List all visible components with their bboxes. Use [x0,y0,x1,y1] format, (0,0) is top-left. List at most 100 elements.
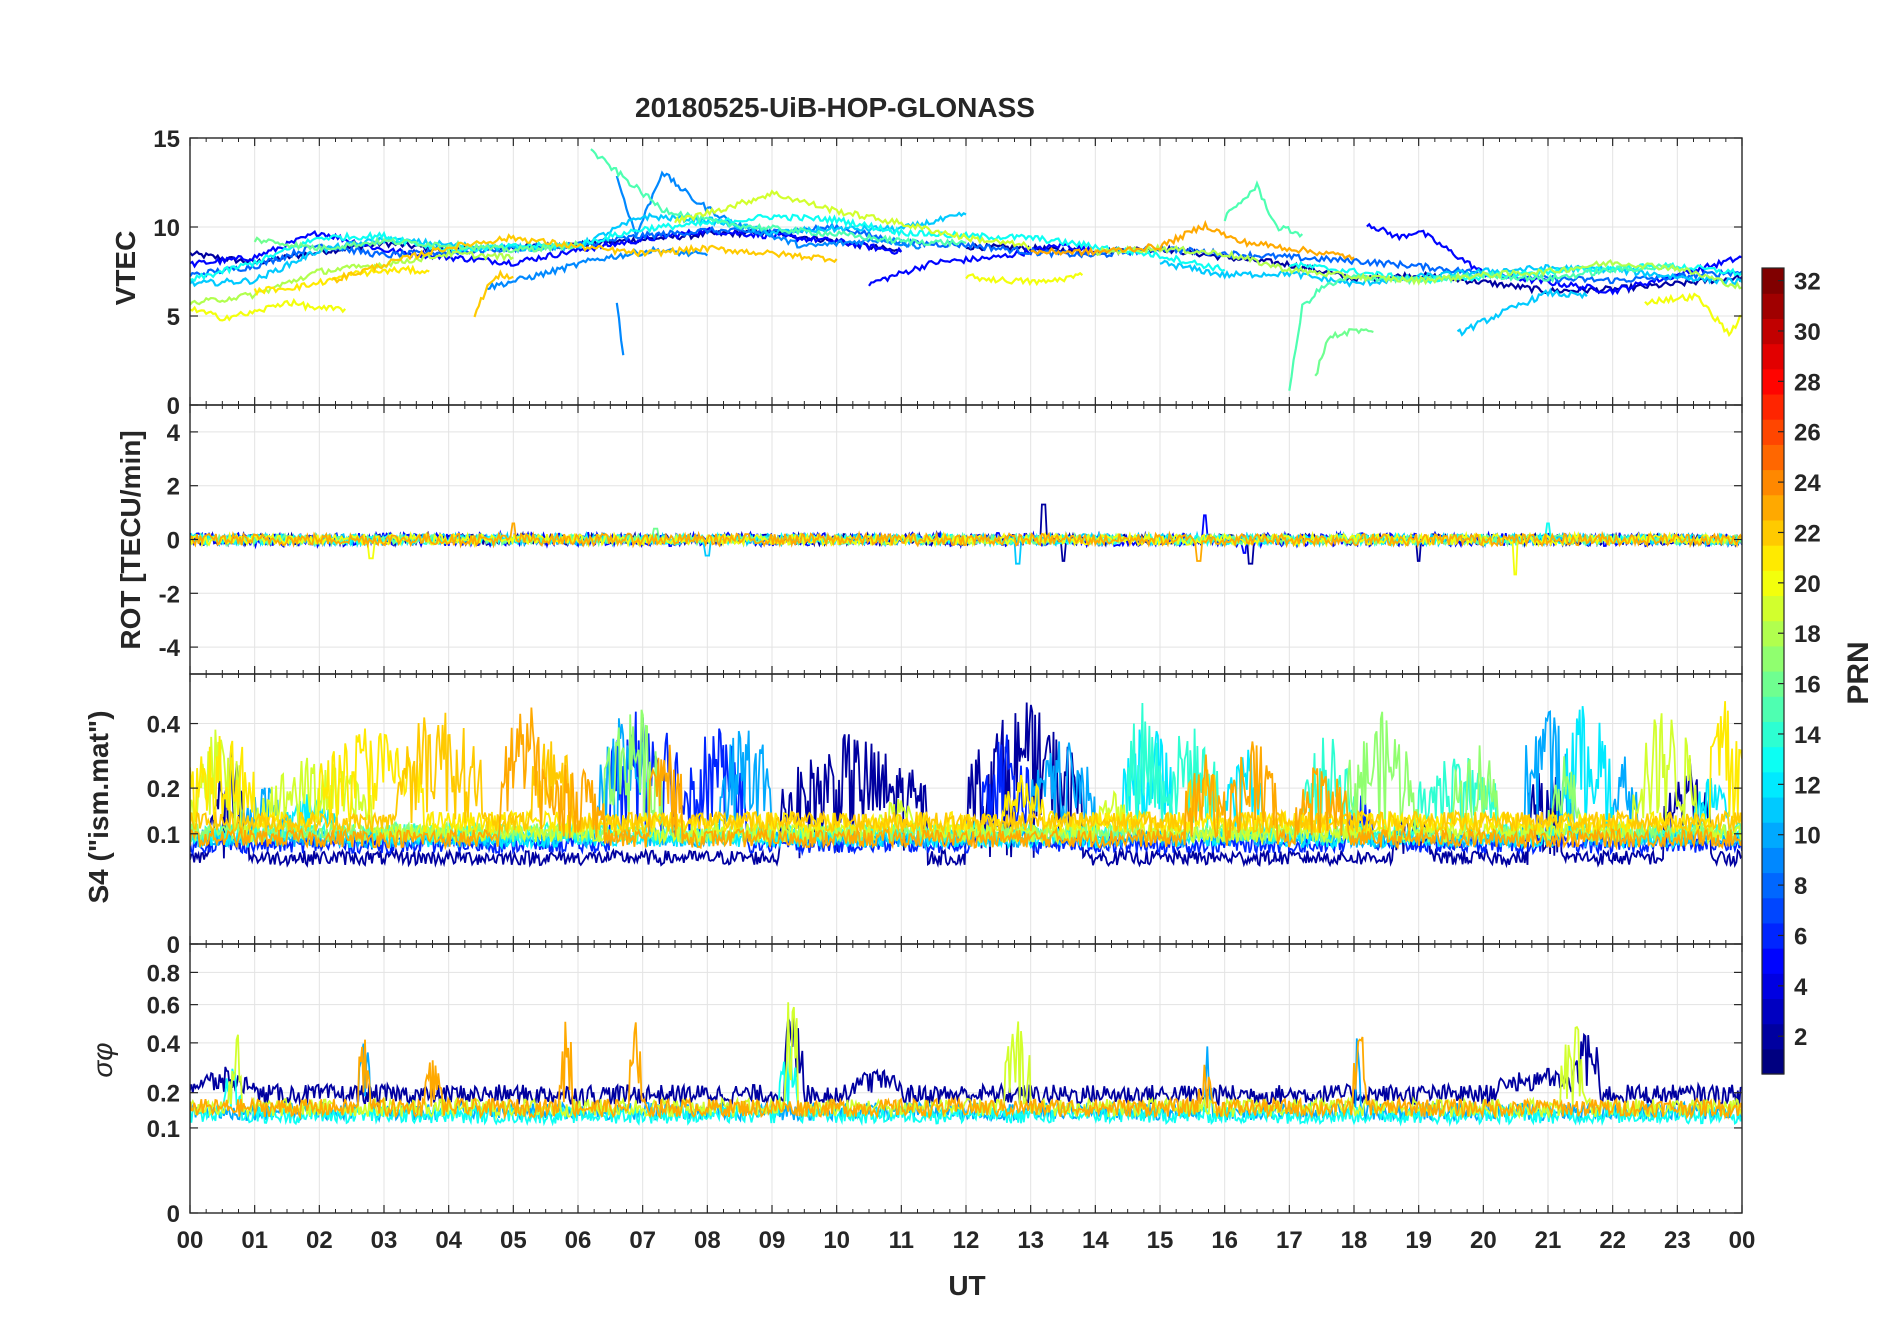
colorbar-block [1762,645,1784,672]
x-tick-label: 12 [953,1227,980,1254]
y-tick-label: 10 [153,215,180,242]
colorbar-block [1762,444,1784,471]
y-tick-label: 2 [167,474,180,501]
y-tick-label: 0.2 [147,776,180,803]
y-tick-label: -4 [159,635,181,662]
x-axis-ticks: 00 01 02 03 04 05 06 07 08 09 10 11 12 13 14 15 16 17 18 19… [177,1227,1756,1254]
colorbar-block [1762,419,1784,445]
colorbar-tick-label: 2 [1794,1024,1807,1051]
scint-line-prn-23 [190,707,1742,851]
vtec-line-prn-22 [473,269,514,318]
colorbar-block [1762,1048,1784,1075]
colorbar-tick-label: 28 [1794,369,1821,396]
x-axis-label: UT [948,1270,985,1301]
x-tick-label: 03 [371,1227,398,1254]
y-tick-label: 0 [167,393,180,420]
colorbar-block [1762,293,1784,319]
vtec-line-prn-13 [190,213,1226,283]
scint-line-prn-2 [190,1015,1742,1108]
colorbar-block [1762,998,1784,1025]
colorbar-tick-label: 18 [1794,621,1821,648]
vtec-line-prn-20 [190,297,347,322]
y-tick-label: 0.6 [147,993,180,1020]
x-tick-label: 00 [1729,1227,1756,1254]
vtec-line-prn-15 [1223,180,1304,238]
x-tick-label: 06 [565,1227,592,1254]
colorbar-tick-label: 30 [1794,319,1821,346]
scint-line-prn-23 [190,1021,1742,1120]
colorbar-block [1762,368,1784,395]
x-tick-label: 08 [694,1227,721,1254]
colorbar-block [1762,796,1784,823]
y-tick-label: 0 [167,528,180,555]
vtec-line-prn-23 [1030,219,1355,261]
vtec-line-prn-15 [1288,263,1679,391]
colorbar-block [1762,519,1784,546]
colorbar-block [1762,897,1784,924]
rot-series [190,503,1742,576]
colorbar-block [1762,948,1784,974]
vtec-line-prn-5 [868,241,1096,287]
y-tick-label: 0.8 [147,960,180,987]
x-tick-label: 07 [629,1227,656,1254]
colorbar-tick-label: 8 [1794,873,1807,900]
colorbar-block [1762,545,1784,571]
vtec-line-prn-19 [674,189,1032,251]
y-tick-label: 0.4 [147,1031,181,1058]
colorbar-tick-label: 20 [1794,571,1821,598]
x-tick-label: 18 [1341,1227,1368,1254]
x-tick-label: 04 [435,1227,462,1254]
colorbar-block [1762,1023,1784,1050]
vtec-line-prn-11 [1159,259,1742,288]
colorbar-block [1762,570,1784,597]
vtec-line-prn-16 [1314,328,1374,377]
colorbar-tick-label: 4 [1794,974,1808,1001]
vtec-ylabel: VTEC [110,231,141,306]
vtec-series [190,148,1742,391]
vtec-line-prn-22 [331,233,838,284]
colorbar-block [1762,595,1784,622]
x-tick-label: 01 [241,1227,268,1254]
colorbar-block [1762,318,1784,345]
panel-sigma-phi: 0 0.1 0.2 0.4 0.6 0.8 σφ [87,943,1743,1228]
sigma-phi-ylabel: σφ [87,1042,118,1077]
panel-rot: -4 -2 0 2 4 ROT [TECU/min] [115,404,1743,675]
y-tick-label: 0.4 [147,712,181,739]
x-tick-label: 00 [177,1227,204,1254]
chart-title: 20180525-UiB-HOP-GLONASS [635,92,1035,123]
x-tick-label: 10 [823,1227,850,1254]
x-tick-label: 19 [1405,1227,1432,1254]
colorbar-block [1762,922,1784,949]
x-tick-label: 05 [500,1227,527,1254]
colorbar-label: PRN [1842,641,1875,704]
vtec-line-prn-11 [1456,287,1588,337]
y-tick-label: 5 [167,304,180,331]
y-tick-label: 0.2 [147,1081,180,1108]
x-tick-label: 09 [759,1227,786,1254]
x-tick-label: 22 [1599,1227,1626,1254]
vtec-line-prn-9 [487,245,708,291]
y-tick-label: 4 [167,420,181,447]
scint-line-prn-22 [190,712,1742,836]
x-tick-label: 14 [1082,1227,1109,1254]
colorbar-tick-label: 16 [1794,672,1821,699]
panel-s4: 0 0.1 0.2 0.4 S4 ("ism.mat") [83,673,1743,959]
colorbar-block [1762,771,1784,798]
colorbar-block [1762,872,1784,899]
colorbar-block [1762,671,1784,697]
colorbar-block [1762,620,1784,647]
colorbar-block [1762,469,1784,496]
colorbar-block [1762,973,1784,1000]
panel-frame [189,943,1743,1214]
colorbar-tick-label: 32 [1794,269,1821,296]
x-tick-label: 15 [1147,1227,1174,1254]
x-tick-label: 02 [306,1227,333,1254]
colorbar-tick-label: 10 [1794,823,1821,850]
s4-ylabel: S4 ("ism.mat") [83,710,114,903]
x-tick-label: 21 [1535,1227,1562,1254]
vtec-line-prn-18 [1094,243,1742,290]
colorbar-tick-label: 24 [1794,470,1821,497]
colorbar-tick-label: 12 [1794,772,1821,799]
